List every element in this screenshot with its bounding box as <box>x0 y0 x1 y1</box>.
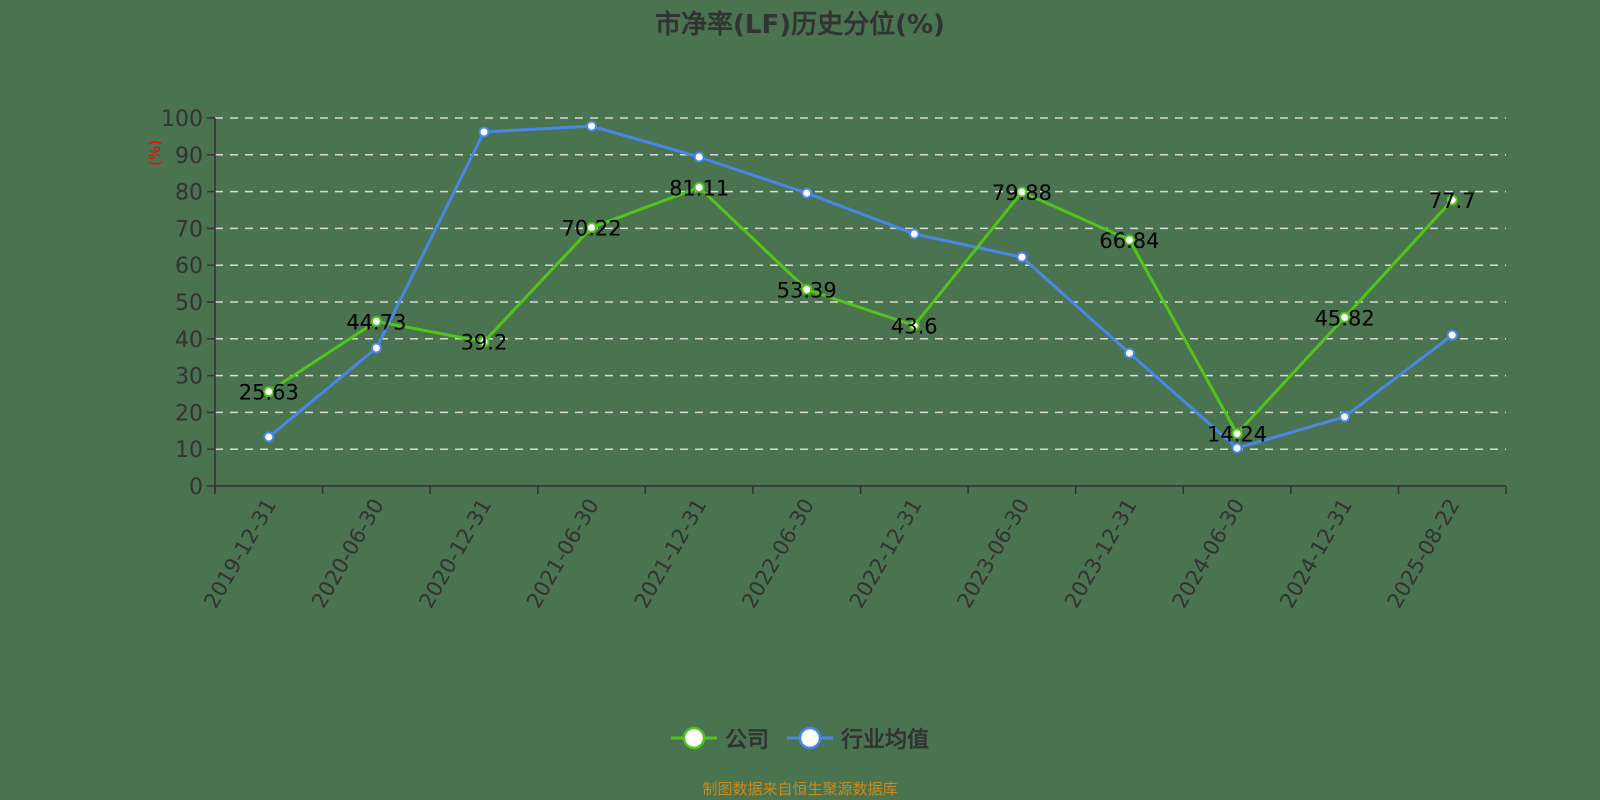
data-point <box>908 228 920 240</box>
axes: 0 10 20 30 40 50 60 70 80 90 100 (%) 2019-12-31 2020-… <box>146 107 1507 613</box>
data-point <box>263 431 275 443</box>
legend-marker-industry-icon <box>787 726 833 750</box>
data-label: 39.2 <box>461 331 508 355</box>
x-tick-label: 2025-08-22 <box>1383 495 1465 613</box>
data-label: 53.39 <box>777 279 837 303</box>
series-lines <box>263 120 1458 454</box>
y-tick-label: 50 <box>175 291 203 316</box>
data-label: 25.63 <box>239 381 299 405</box>
data-point <box>801 187 813 199</box>
y-tick-label: 60 <box>175 254 203 279</box>
y-tick-label: 0 <box>189 475 203 500</box>
data-label: 44.73 <box>346 310 406 334</box>
y-tick-label: 10 <box>175 438 203 463</box>
x-tick-label: 2020-06-30 <box>307 495 389 613</box>
data-label: 45.82 <box>1315 306 1375 330</box>
data-point <box>1016 186 1028 198</box>
data-point <box>370 315 382 327</box>
y-tick-label: 90 <box>175 144 203 169</box>
y-axis-label: (%) <box>146 140 164 166</box>
legend-label-industry-avg: 行业均值 <box>841 728 930 753</box>
x-tick-label: 2022-06-30 <box>737 495 819 613</box>
data-point <box>693 151 705 163</box>
x-tick-label: 2022-12-31 <box>845 495 927 613</box>
data-label: 43.6 <box>891 315 938 339</box>
legend-marker-company-icon <box>670 726 717 750</box>
legend-item-industry-avg[interactable]: 行业均值 <box>787 722 929 754</box>
data-point <box>1339 311 1351 323</box>
data-label: 66.84 <box>1099 229 1159 253</box>
x-tick-label: 2023-12-31 <box>1060 495 1142 613</box>
data-label: 81.11 <box>669 177 729 201</box>
gridlines <box>215 117 1506 450</box>
data-point <box>1446 329 1458 341</box>
x-tick-label: 2024-12-31 <box>1275 495 1357 613</box>
y-tick-label: 80 <box>175 181 203 206</box>
data-label: 14.24 <box>1207 423 1267 447</box>
data-labels: 25.63 44.73 39.2 70.22 81.11 53.39 43.6 79.88 66… <box>239 177 1476 447</box>
legend-label-company: 公司 <box>724 728 769 753</box>
y-tick-label: 70 <box>175 217 203 242</box>
data-point <box>693 182 705 194</box>
data-point <box>1123 347 1135 359</box>
x-tick-label: 2019-12-31 <box>199 495 281 613</box>
x-tick-label: 2020-12-31 <box>414 495 496 613</box>
series-line <box>267 124 1454 450</box>
y-tick-label: 100 <box>161 107 203 132</box>
x-tick-label: 2023-06-30 <box>952 495 1034 613</box>
data-point <box>801 284 813 296</box>
data-label: 70.22 <box>561 217 621 241</box>
data-point <box>1231 428 1243 440</box>
source-footnote: 制图数据来自恒生聚源数据库 <box>702 780 898 798</box>
chart-title: 市净率(LF)历史分位(%) <box>655 10 945 40</box>
x-tick-label: 2021-12-31 <box>630 495 712 613</box>
data-point <box>478 126 490 138</box>
data-point <box>586 120 598 132</box>
data-point <box>1339 411 1351 423</box>
series-line <box>267 186 1454 436</box>
x-tick-label: 2021-06-30 <box>522 495 604 613</box>
data-point <box>370 342 382 354</box>
y-tick-label: 30 <box>175 365 203 390</box>
data-label: 77.7 <box>1429 189 1476 213</box>
data-point <box>263 386 275 398</box>
y-tick-label: 20 <box>175 401 203 426</box>
y-tick-label: 40 <box>175 328 203 353</box>
legend: 公司 行业均值 <box>0 722 1600 754</box>
x-tick-label: 2024-06-30 <box>1168 495 1250 613</box>
data-point <box>1231 442 1243 454</box>
data-point <box>1446 194 1458 206</box>
data-point <box>908 320 920 332</box>
data-point <box>586 222 598 234</box>
data-label: 79.88 <box>992 181 1052 205</box>
data-point <box>1123 234 1135 246</box>
legend-item-company[interactable]: 公司 <box>670 722 769 754</box>
data-point <box>1016 251 1028 263</box>
data-point <box>478 336 490 348</box>
